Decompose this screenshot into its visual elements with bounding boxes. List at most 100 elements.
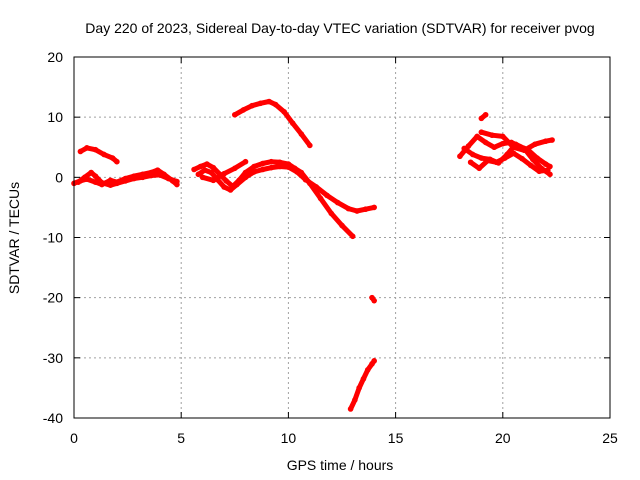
data-point: [345, 205, 352, 212]
data-point: [204, 161, 210, 167]
data-point: [484, 157, 491, 164]
data-point: [478, 155, 485, 161]
data-point: [285, 164, 292, 170]
data-point: [154, 167, 161, 173]
data-point: [208, 169, 215, 176]
data-point: [101, 151, 107, 158]
data-point: [251, 169, 257, 175]
series-line-7: [232, 99, 313, 148]
data-point: [307, 142, 313, 149]
data-point: [77, 148, 84, 155]
x-tick-label: 25: [602, 430, 618, 446]
data-point: [489, 132, 495, 139]
chart-title: Day 220 of 2023, Sidereal Day-to-day VTE…: [85, 20, 594, 36]
data-point: [223, 178, 230, 184]
data-point: [324, 192, 330, 199]
data-point: [549, 137, 555, 143]
y-tick-label: -10: [43, 230, 63, 246]
data-point: [313, 184, 320, 190]
data-point: [242, 174, 249, 181]
data-point: [199, 174, 206, 181]
data-point: [478, 115, 485, 122]
data-point: [266, 98, 272, 105]
data-point: [88, 169, 94, 176]
data-point: [302, 176, 309, 183]
data-point: [360, 376, 367, 382]
data-point: [532, 141, 538, 148]
y-tick-label: 20: [47, 49, 63, 65]
data-point: [174, 178, 180, 185]
data-point: [371, 358, 377, 364]
data-point: [210, 164, 217, 171]
data-point: [339, 222, 345, 229]
data-point: [465, 143, 472, 149]
data-point: [328, 210, 335, 217]
data-point: [347, 406, 354, 412]
data-point: [210, 177, 217, 184]
data-point: [107, 177, 114, 184]
data-point: [109, 155, 116, 161]
data-point: [201, 167, 208, 173]
data-point: [294, 169, 300, 175]
data-point: [334, 199, 341, 206]
series-line-5: [195, 164, 377, 214]
data-point: [268, 158, 275, 165]
data-point: [259, 166, 266, 173]
data-point: [527, 162, 534, 169]
data-point: [502, 155, 508, 161]
data-point: [257, 100, 264, 107]
data-point: [148, 172, 154, 179]
data-point: [493, 159, 500, 166]
x-tick-label: 15: [388, 430, 404, 446]
data-point: [272, 101, 279, 108]
data-point: [371, 204, 377, 211]
data-point: [227, 187, 234, 193]
data-point: [469, 151, 476, 158]
x-tick-label: 10: [281, 430, 297, 446]
y-tick-label: -30: [43, 350, 63, 366]
data-point: [232, 165, 238, 172]
data-point: [221, 170, 227, 177]
data-point: [92, 173, 99, 179]
data-point: [317, 195, 324, 202]
y-tick-label: 10: [47, 109, 63, 125]
data-point: [131, 175, 137, 182]
y-tick-label: -20: [43, 290, 63, 306]
data-point: [281, 108, 287, 115]
data-point: [530, 156, 536, 163]
data-point: [139, 174, 146, 181]
data-point: [474, 133, 480, 140]
data-point: [122, 178, 129, 184]
data-point: [349, 233, 356, 240]
series-line-12: [468, 150, 551, 174]
data-point: [545, 167, 551, 173]
data-point: [234, 181, 240, 188]
data-point: [356, 385, 362, 391]
data-point: [461, 145, 468, 152]
data-point: [354, 208, 360, 214]
data-point: [457, 153, 463, 160]
data-point: [482, 139, 489, 146]
data-point: [99, 179, 105, 186]
x-tick-label: 5: [177, 430, 185, 446]
data-point: [156, 172, 163, 178]
data-point: [197, 163, 204, 170]
data-point: [510, 150, 517, 157]
y-tick-label: -40: [43, 410, 63, 426]
data-point: [242, 158, 249, 165]
data-point: [521, 147, 528, 154]
data-point: [114, 180, 120, 187]
data-point: [491, 144, 498, 151]
y-axis-label: SDTVAR / TECUs: [6, 182, 22, 294]
axis-ticks: 0 5 10 15 20 25 -40 -30 -20 -10 0 10 20: [43, 49, 618, 446]
data-point: [364, 367, 371, 373]
data-point: [362, 206, 369, 213]
data-point: [221, 184, 227, 190]
data-point: [542, 138, 549, 145]
data-point: [114, 158, 120, 165]
x-tick-label: 0: [70, 430, 78, 446]
data-point: [277, 163, 283, 170]
data-point: [482, 111, 489, 118]
